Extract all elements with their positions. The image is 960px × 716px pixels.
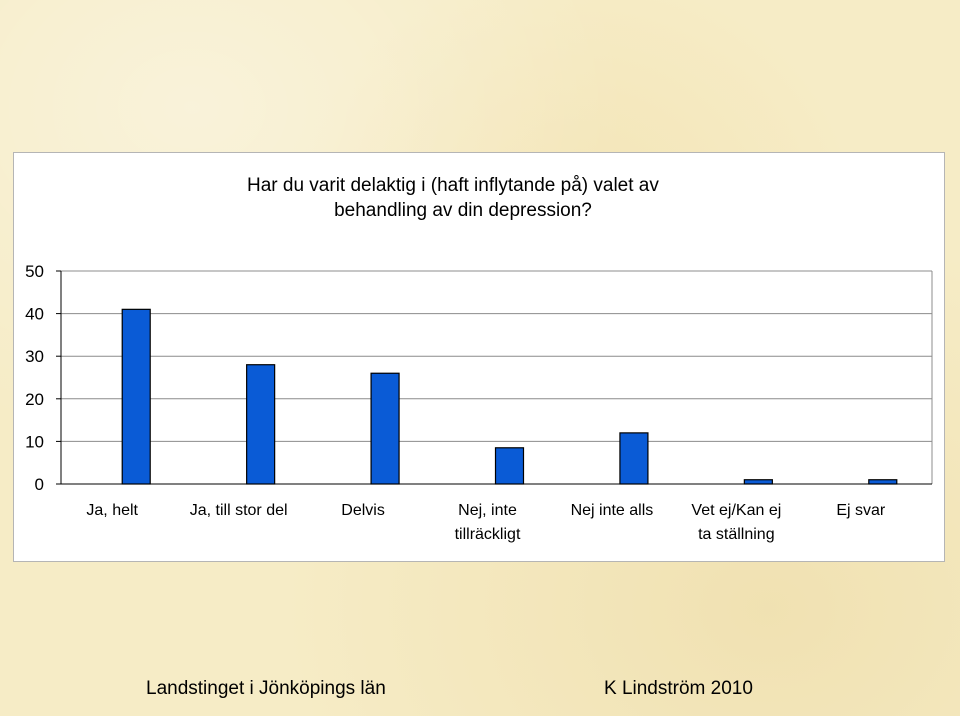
y-tick-label: 40 [25, 305, 44, 324]
x-category-label: Ja, till stor del [190, 502, 288, 519]
bar-7 [868, 479, 898, 485]
x-category-label: ta ställning [698, 526, 775, 543]
chart-title-line-2: behandling av din depression? [334, 200, 592, 221]
x-category-label: Nej, inte [458, 502, 517, 519]
x-category-label: Ja, helt [86, 502, 138, 519]
y-tick-label: 20 [25, 390, 44, 409]
bar-4 [494, 447, 525, 485]
bar-5 [619, 432, 649, 485]
x-category-label: Nej inte alls [571, 502, 654, 519]
bar-6 [743, 479, 773, 485]
x-category-label: Vet ej/Kan ej [691, 502, 781, 519]
footer-author: K Lindström 2010 [604, 678, 753, 699]
chart-title-line-1: Har du varit delaktig i (haft inflytande… [247, 175, 659, 196]
footer-organization: Landstinget i Jönköpings län [146, 678, 386, 699]
x-category-label: Delvis [341, 502, 385, 519]
bar-2 [246, 364, 276, 485]
bar-1 [121, 308, 151, 485]
x-category-label: tillräckligt [455, 526, 521, 543]
y-tick-label: 30 [25, 347, 44, 366]
bar-3 [370, 372, 400, 485]
y-tick-label: 0 [35, 475, 44, 494]
chart-panel: Har du varit delaktig i (haft inflytande… [13, 152, 945, 562]
y-tick-label: 50 [25, 262, 44, 281]
bar-chart: Har du varit delaktig i (haft inflytande… [25, 175, 933, 543]
y-tick-label: 10 [25, 432, 44, 451]
x-category-label: Ej svar [836, 502, 886, 519]
